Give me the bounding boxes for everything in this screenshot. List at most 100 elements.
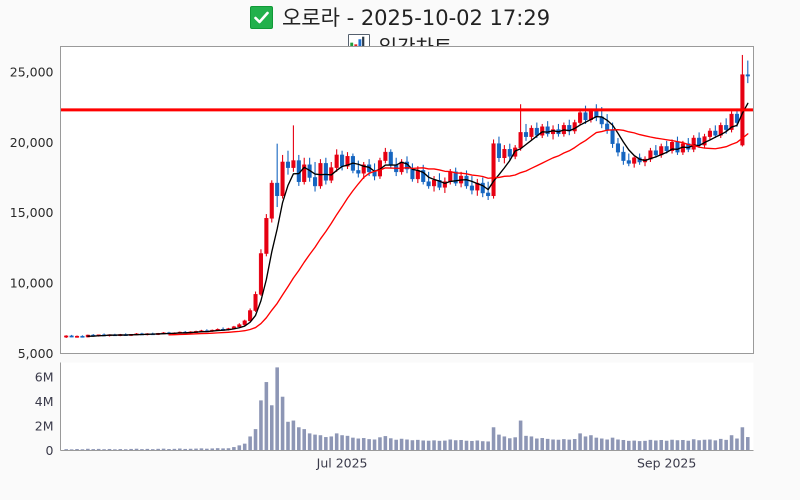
volume-bar	[69, 449, 74, 451]
volume-bar-series	[64, 367, 750, 451]
volume-bar	[399, 438, 404, 451]
volume-bar	[210, 448, 215, 451]
volume-bar	[686, 440, 691, 451]
volume-bar	[334, 433, 339, 451]
volume-bar	[340, 435, 344, 451]
volume-bar	[670, 439, 674, 451]
candlestick	[545, 121, 550, 137]
candlestick	[285, 150, 291, 175]
volume-bar	[594, 437, 599, 451]
volume-bar	[205, 448, 209, 451]
volume-bar	[80, 449, 85, 451]
candlestick	[242, 319, 247, 326]
volume-bar	[388, 438, 393, 451]
x-axis-ticks: Jul 2025 Sep 2025	[316, 456, 697, 471]
candlestick	[80, 335, 85, 338]
volume-bar	[123, 449, 128, 451]
volume-bar	[659, 439, 664, 451]
volume-bar	[664, 440, 669, 451]
volume-bar	[178, 448, 182, 451]
volume-bar	[361, 438, 366, 451]
check-icon	[249, 5, 273, 29]
volume-bar	[556, 439, 561, 451]
volume-bar	[702, 439, 707, 451]
volume-bar	[248, 436, 252, 451]
volume-bar	[535, 438, 539, 451]
price-y-tick-label: 20,000	[10, 135, 54, 150]
candlestick	[507, 143, 512, 161]
volume-bar	[578, 433, 582, 451]
candlestick	[486, 181, 491, 200]
volume-bar	[648, 439, 653, 451]
volume-bar	[513, 437, 517, 451]
candlestick	[313, 161, 318, 192]
volume-bar	[221, 448, 225, 451]
volume-bar	[275, 367, 279, 451]
volume-bar	[735, 438, 739, 451]
volume-bar	[351, 437, 355, 451]
volume-bar	[724, 439, 728, 451]
volume-bar	[681, 439, 685, 451]
volume-bar	[329, 436, 334, 451]
candlestick	[426, 171, 431, 189]
volume-bar	[113, 449, 117, 451]
price-panel: 5,000 10,000 15,000 20,000 25,000	[10, 46, 754, 361]
volume-bar	[302, 429, 307, 451]
volume-bar	[437, 440, 442, 451]
volume-bar	[572, 439, 577, 451]
x-tick-label: Sep 2025	[637, 456, 696, 471]
volume-bar	[134, 448, 139, 451]
candlestick	[334, 149, 339, 172]
candlestick	[670, 139, 675, 154]
volume-bar	[172, 448, 177, 451]
volume-bar	[448, 439, 453, 451]
volume-bar	[410, 440, 415, 451]
price-y-tick-label: 5,000	[18, 346, 54, 361]
volume-bar	[443, 440, 447, 451]
volume-bar	[150, 449, 155, 451]
volume-bar	[96, 448, 101, 451]
volume-bar	[183, 448, 187, 451]
volume-bar	[140, 449, 144, 451]
volume-bar	[324, 437, 328, 451]
volume-bar	[345, 435, 350, 451]
volume-bar	[518, 420, 523, 451]
candlestick	[469, 176, 474, 195]
volume-bar	[740, 427, 745, 451]
volume-y-axis-ticks: 0 2M 4M 6M	[35, 370, 54, 458]
volume-bar	[232, 447, 236, 451]
volume-bar	[432, 440, 436, 451]
volume-bar	[654, 440, 658, 451]
volume-bar	[64, 449, 68, 451]
candlestick	[264, 214, 269, 257]
volume-bar	[583, 436, 588, 451]
volume-y-tick-label: 0	[46, 443, 54, 458]
volume-bar	[405, 439, 409, 451]
price-axis-frame	[60, 46, 754, 354]
volume-bar	[475, 440, 480, 451]
volume-bar	[502, 436, 507, 451]
candlestick	[74, 335, 80, 338]
candlestick	[707, 128, 712, 140]
candlestick	[491, 139, 496, 199]
candlestick	[523, 123, 529, 141]
volume-bar	[259, 400, 263, 451]
volume-bar	[589, 435, 593, 451]
candlestick	[432, 176, 437, 192]
chart-title-row: 오로라 - 2025-10-02 17:29	[0, 2, 800, 32]
candlestick	[632, 156, 637, 168]
volume-bar	[729, 435, 734, 451]
candlestick	[653, 145, 658, 158]
candlestick	[291, 125, 296, 172]
volume-bar	[394, 439, 398, 451]
volume-bar	[691, 439, 696, 451]
candlestick	[664, 140, 669, 154]
volume-bar	[545, 438, 550, 451]
price-y-tick-label: 15,000	[10, 205, 54, 220]
volume-bar	[497, 434, 501, 451]
volume-bar	[713, 440, 718, 451]
volume-bar	[675, 440, 680, 451]
volume-bar	[307, 433, 312, 451]
volume-bar	[167, 449, 171, 451]
